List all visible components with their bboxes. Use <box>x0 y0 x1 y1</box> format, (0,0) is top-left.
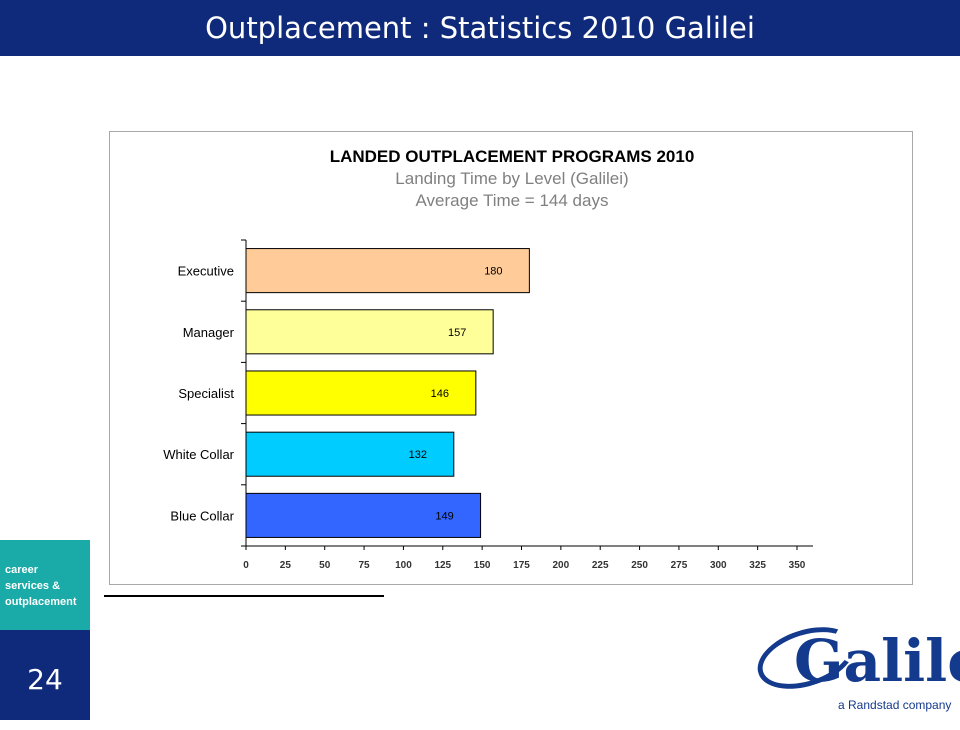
divider-line <box>104 595 384 597</box>
category-label: White Collar <box>163 447 234 462</box>
x-tick-label: 225 <box>592 560 609 571</box>
x-tick-label: 0 <box>243 560 249 571</box>
x-tick-label: 325 <box>749 560 766 571</box>
chart-titles: LANDED OUTPLACEMENT PROGRAMS 2010 Landin… <box>110 146 914 212</box>
chart-subtitle: Landing Time by Level (Galilei) <box>395 169 629 188</box>
value-label: 149 <box>435 510 453 522</box>
x-tick-label: 50 <box>319 560 331 571</box>
logo-wordmark: Galilei <box>794 627 960 695</box>
category-label: Manager <box>183 325 235 340</box>
side-tag-line: career <box>5 564 39 576</box>
bar-chart: Executive 180 Manager 157 Specialist 146 White… <box>163 239 813 571</box>
x-tick-label: 175 <box>513 560 530 571</box>
x-tick-label: 275 <box>671 560 688 571</box>
value-label: 146 <box>431 388 449 400</box>
slide-header: Outplacement : Statistics 2010 Galilei <box>0 0 960 56</box>
bar-specialist <box>245 370 477 416</box>
x-tick-label: 125 <box>434 560 451 571</box>
side-tag: career services & outplacement <box>0 540 90 630</box>
page-number-box: 24 <box>0 630 90 720</box>
category-label: Executive <box>178 264 234 279</box>
page-number: 24 <box>27 663 63 696</box>
chart-frame: LANDED OUTPLACEMENT PROGRAMS 2010 Landin… <box>109 131 913 585</box>
chart-title: LANDED OUTPLACEMENT PROGRAMS 2010 <box>329 147 695 166</box>
x-tick-label: 150 <box>474 560 491 571</box>
x-tick-label: 350 <box>789 560 806 571</box>
galilei-logo: Galilei a Randstad company <box>748 615 960 718</box>
x-tick-label: 300 <box>710 560 727 571</box>
bar-manager <box>245 309 494 355</box>
side-tag-line: services & <box>5 580 61 592</box>
bar-white-collar <box>245 431 455 477</box>
x-tick-label: 250 <box>631 560 648 571</box>
x-tick-label: 25 <box>280 560 292 571</box>
value-label: 180 <box>484 266 502 278</box>
category-label: Specialist <box>178 386 234 401</box>
value-label: 132 <box>409 449 427 461</box>
value-label: 157 <box>448 327 466 339</box>
logo-tagline: a Randstad company <box>838 698 952 712</box>
bar-blue-collar <box>245 492 482 538</box>
side-tag-line: outplacement <box>5 596 77 608</box>
slide-title: Outplacement : Statistics 2010 Galilei <box>205 11 755 45</box>
x-tick-label: 100 <box>395 560 412 571</box>
x-tick-label: 75 <box>359 560 371 571</box>
bar-executive <box>245 248 530 294</box>
category-label: Blue Collar <box>170 508 234 523</box>
chart-average: Average Time = 144 days <box>415 191 609 210</box>
x-tick-label: 200 <box>553 560 570 571</box>
